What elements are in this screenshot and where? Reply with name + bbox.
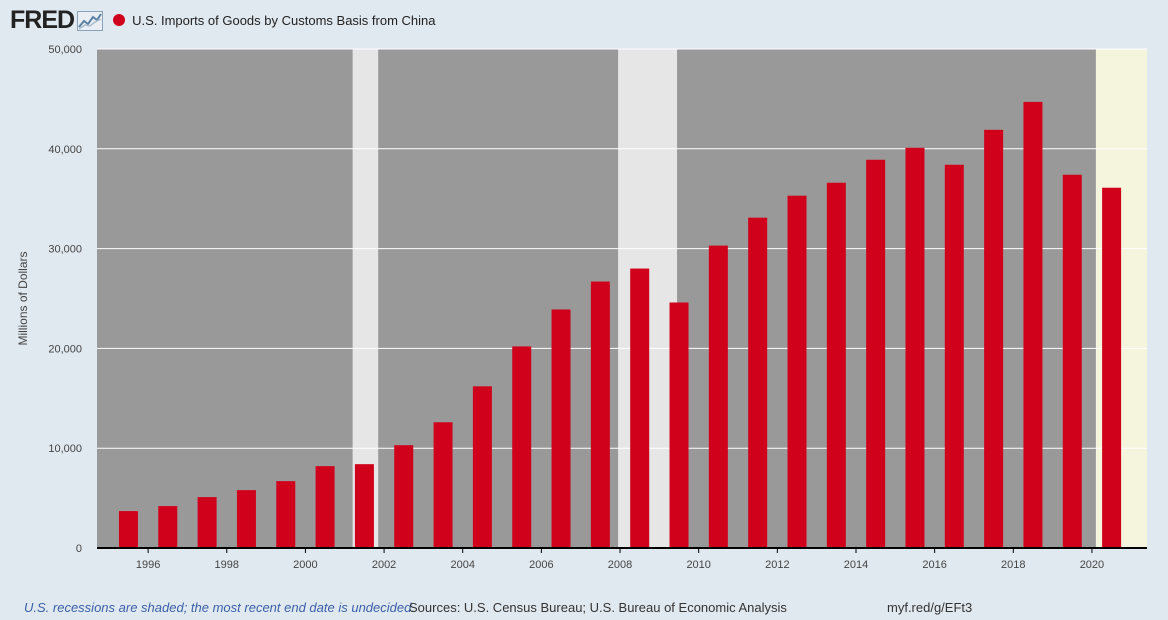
short-link[interactable]: myf.red/g/EFt3 [887,600,973,615]
line-chart-icon [77,11,104,31]
x-tick-label: 2010 [686,559,710,571]
bar [236,490,256,548]
legend-marker [113,14,126,26]
bar [1062,174,1082,549]
bar [984,129,1004,548]
x-tick-label: 2012 [765,559,789,571]
bar [590,281,610,548]
y-tick-label: 40,000 [48,144,82,156]
y-tick-label: 30,000 [48,244,82,256]
x-tick-label: 2004 [450,559,474,571]
bar [669,302,689,548]
bar [905,147,925,548]
x-tick-label: 1996 [136,559,160,571]
bar [1023,101,1043,549]
x-tick-label: 2000 [293,559,317,571]
bar [944,164,964,548]
chart-footer: U.S. recessions are shaded; the most rec… [0,600,1168,618]
bar [866,159,886,548]
y-tick-label: 0 [76,543,82,555]
bar [630,268,650,548]
bar [826,182,846,548]
sources-text: Sources: U.S. Census Bureau; U.S. Bureau… [409,600,787,615]
legend[interactable]: U.S. Imports of Goods by Customs Basis f… [113,12,436,28]
bar [276,481,296,548]
recession-note: U.S. recessions are shaded; the most rec… [24,600,415,615]
chart-header: FRED U.S. Imports of Goods by Customs Ba… [10,6,436,34]
fred-logo[interactable]: FRED [10,5,75,34]
bar [787,195,807,548]
bar [158,506,178,548]
x-tick-label: 2020 [1080,559,1104,571]
y-tick-label: 20,000 [48,343,82,355]
bar [315,466,335,548]
x-tick-label: 1998 [215,559,239,571]
bar [748,217,768,549]
bar [433,422,453,548]
bar [197,497,217,548]
x-tick-label: 2008 [608,559,632,571]
legend-label: U.S. Imports of Goods by Customs Basis f… [132,12,436,28]
bar [354,464,374,548]
x-tick-label: 2006 [529,559,553,571]
bar [551,309,571,548]
bar [472,386,492,548]
y-tick-label: 50,000 [48,44,82,56]
bar [708,245,728,548]
x-tick-label: 2018 [1001,559,1025,571]
y-tick-label: 10,000 [48,443,82,455]
bar [512,346,532,548]
x-tick-label: 2014 [844,559,868,571]
x-tick-label: 2016 [922,559,946,571]
bar [118,511,138,548]
bar [1102,187,1122,549]
y-axis-title: Millions of Dollars [16,251,30,345]
bar-chart[interactable]: 0 10,000 20,000 30,000 40,000 50,000 1996 1998 2… [0,0,1168,600]
bar [394,445,414,548]
x-tick-label: 2002 [372,559,396,571]
